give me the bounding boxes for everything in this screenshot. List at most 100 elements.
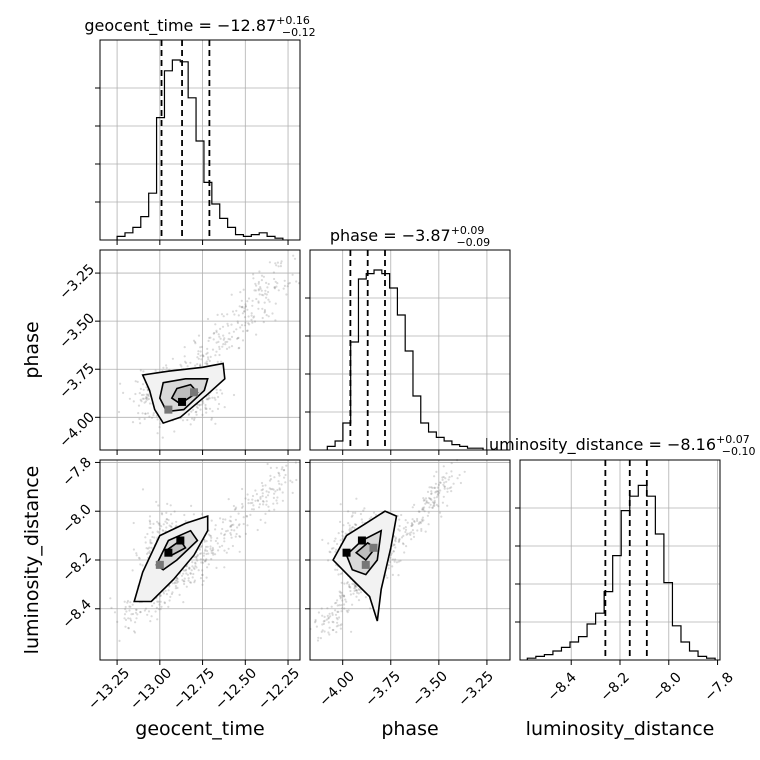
sample-point bbox=[349, 586, 352, 589]
sample-point bbox=[200, 561, 203, 564]
sample-point bbox=[275, 466, 278, 469]
sample-point bbox=[149, 620, 152, 623]
sample-point bbox=[146, 613, 149, 616]
sample-point bbox=[230, 528, 233, 532]
sample-point bbox=[196, 356, 199, 359]
sample-point bbox=[243, 307, 246, 310]
sample-point bbox=[122, 391, 125, 394]
sample-point bbox=[152, 412, 155, 415]
sample-point bbox=[221, 544, 224, 547]
density-peak bbox=[361, 560, 370, 569]
sample-point bbox=[430, 492, 433, 495]
sample-point bbox=[129, 617, 132, 620]
sample-point bbox=[340, 604, 343, 607]
sample-point bbox=[447, 478, 450, 481]
sample-point bbox=[152, 414, 155, 417]
sample-point bbox=[225, 347, 229, 350]
sample-point bbox=[273, 277, 276, 281]
sample-point bbox=[257, 288, 260, 291]
sample-point bbox=[419, 520, 422, 524]
sample-point bbox=[435, 490, 438, 493]
sample-point bbox=[425, 501, 428, 504]
phase-x-tick-label: −3.75 bbox=[362, 668, 404, 710]
sample-point bbox=[390, 552, 393, 555]
sample-point bbox=[157, 504, 160, 507]
sample-point bbox=[236, 337, 239, 340]
sample-point bbox=[334, 602, 337, 605]
sample-point bbox=[184, 519, 187, 523]
sample-point bbox=[340, 572, 343, 575]
ldist-x-tick-label: −8.4 bbox=[544, 669, 579, 704]
sample-point bbox=[364, 596, 367, 599]
sample-point bbox=[241, 502, 244, 506]
sample-point bbox=[223, 534, 226, 537]
sample-point bbox=[410, 524, 413, 528]
sample-point bbox=[124, 605, 127, 609]
sample-point bbox=[193, 417, 196, 420]
sample-point bbox=[129, 619, 133, 622]
sample-point bbox=[156, 520, 159, 523]
sample-point bbox=[141, 488, 145, 491]
sample-point bbox=[341, 607, 344, 610]
sample-point bbox=[144, 412, 147, 415]
sample-point bbox=[218, 545, 221, 549]
sample-point bbox=[207, 397, 210, 400]
sample-point bbox=[149, 526, 152, 530]
sample-point bbox=[398, 539, 401, 543]
sample-point bbox=[267, 505, 270, 508]
sample-point bbox=[218, 353, 221, 357]
sample-point bbox=[433, 486, 436, 489]
sample-point bbox=[359, 591, 363, 594]
sample-point bbox=[251, 304, 254, 307]
y-axis-label-phase: phase bbox=[21, 321, 43, 378]
sample-point bbox=[337, 573, 340, 576]
sample-point bbox=[327, 621, 330, 624]
sample-point bbox=[348, 583, 351, 586]
sample-point bbox=[145, 552, 149, 556]
sample-point bbox=[394, 558, 397, 561]
sample-points bbox=[117, 254, 301, 439]
sample-point bbox=[442, 465, 445, 468]
sample-point bbox=[189, 581, 193, 584]
sample-point bbox=[222, 338, 225, 341]
sample-point bbox=[456, 477, 459, 480]
sample-point bbox=[349, 593, 352, 596]
sample-point bbox=[204, 549, 207, 552]
ldist-x-tick-label: −8.2 bbox=[597, 669, 632, 704]
sample-point bbox=[196, 553, 199, 556]
sample-point bbox=[244, 305, 247, 308]
sample-point bbox=[204, 545, 208, 549]
sample-point bbox=[153, 602, 156, 605]
sample-point bbox=[328, 626, 331, 629]
sample-point bbox=[169, 595, 172, 599]
sample-point bbox=[151, 531, 154, 534]
sample-point bbox=[206, 347, 209, 350]
sample-point bbox=[148, 519, 151, 522]
sample-point bbox=[236, 321, 239, 325]
sample-point bbox=[207, 394, 211, 397]
sample-point bbox=[259, 496, 262, 499]
sample-point bbox=[216, 542, 219, 545]
sample-point bbox=[356, 591, 359, 594]
sample-point bbox=[436, 490, 440, 493]
sample-point bbox=[201, 573, 204, 577]
sample-point bbox=[351, 582, 354, 585]
sample-point bbox=[443, 485, 446, 488]
sample-point bbox=[348, 527, 352, 530]
grid-lines bbox=[520, 460, 720, 660]
sample-point bbox=[156, 530, 159, 533]
sample-point bbox=[340, 623, 343, 626]
sample-point bbox=[354, 523, 357, 527]
sample-point bbox=[410, 522, 413, 525]
sample-point bbox=[273, 286, 276, 289]
sample-point bbox=[234, 535, 237, 538]
sample-point bbox=[355, 588, 358, 592]
sample-point bbox=[265, 503, 268, 506]
sample-point bbox=[160, 512, 163, 515]
sample-point bbox=[346, 611, 349, 614]
sample-point bbox=[329, 615, 332, 618]
density-peak bbox=[164, 405, 173, 414]
sample-point bbox=[397, 528, 400, 531]
sample-point bbox=[250, 508, 254, 511]
sample-point bbox=[165, 593, 168, 596]
